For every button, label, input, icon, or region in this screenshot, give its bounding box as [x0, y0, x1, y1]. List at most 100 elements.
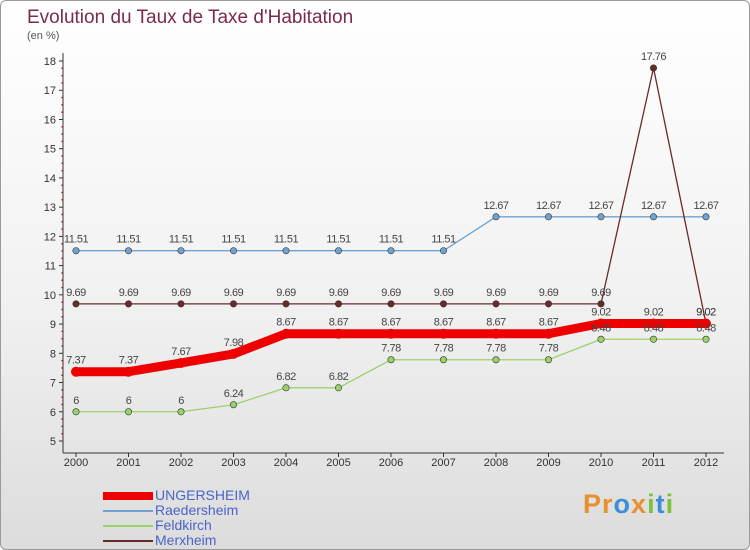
data-label: 8.67 [276, 317, 296, 329]
y-minor-tick [61, 308, 63, 311]
data-label: 8.67 [486, 317, 506, 329]
data-label: 12.67 [536, 200, 561, 212]
y-minor-tick [61, 418, 63, 420]
y-minor-tick [61, 432, 63, 435]
data-point [71, 366, 81, 377]
data-label: 7.37 [66, 355, 86, 367]
y-tick-label: 8 [50, 348, 56, 360]
data-point [597, 335, 605, 343]
data-label: 12.67 [641, 200, 666, 212]
data-point [543, 328, 554, 339]
data-label: 8.48 [696, 322, 716, 334]
data-label: 9.02 [591, 306, 611, 318]
x-tick-label: 2003 [221, 457, 245, 469]
y-minor-tick [61, 111, 63, 113]
y-minor-tick [61, 396, 63, 398]
x-tick-label: 2009 [536, 457, 560, 469]
legend-item-raedersheim: Raedersheim [103, 503, 363, 518]
data-label: 9.02 [644, 306, 664, 318]
y-minor-tick [61, 133, 63, 135]
data-point [702, 335, 710, 343]
data-label: 7.78 [539, 343, 559, 355]
proxiti-logo: Proxiti [583, 489, 674, 520]
y-minor-tick [61, 425, 63, 428]
legend-item-feldkirch: Feldkirch [103, 518, 363, 533]
y-minor-tick [61, 345, 63, 347]
y-minor-tick [61, 82, 63, 84]
data-point [281, 328, 291, 339]
y-minor-tick [61, 403, 63, 406]
data-point [649, 335, 657, 343]
data-point [334, 247, 342, 255]
logo-letter: i [665, 489, 675, 519]
y-minor-tick [61, 279, 63, 282]
y-minor-tick [61, 242, 63, 245]
data-point [228, 348, 239, 359]
y-tick-label: 7 [50, 378, 56, 390]
data-label: 9.02 [696, 306, 716, 318]
data-point [439, 247, 447, 255]
x-tick-label: 2002 [169, 457, 193, 469]
logo-letter: r [602, 489, 614, 519]
data-label: 6.82 [276, 371, 296, 383]
data-label: 17.76 [641, 51, 666, 63]
data-label: 9.69 [329, 287, 349, 299]
y-minor-tick [61, 140, 63, 143]
data-point [125, 300, 133, 308]
data-point [387, 300, 395, 308]
axes: 5 6 7 8 9 10 11 12 13 14 15 16 17 18 2000 2001 2002 2003 2… [44, 53, 724, 469]
data-point [492, 356, 500, 364]
y-minor-tick [61, 191, 63, 194]
y-minor-tick [61, 162, 63, 165]
data-label: 12.67 [483, 200, 508, 212]
data-label: 7.78 [486, 343, 506, 355]
data-point [282, 300, 290, 308]
y-minor-tick [61, 337, 63, 340]
x-tick-label: 2004 [274, 457, 298, 469]
x-tick-label: 2001 [116, 457, 140, 469]
y-tick-label: 16 [44, 114, 56, 126]
data-point [702, 213, 710, 221]
data-point [333, 328, 344, 339]
data-point [596, 318, 606, 329]
y-minor-tick [61, 213, 63, 216]
data-label: 9.69 [276, 287, 296, 299]
data-label: 7.98 [224, 337, 244, 349]
data-label: 6 [126, 395, 132, 407]
data-label: 8.48 [591, 322, 611, 334]
y-minor-tick [61, 315, 63, 318]
y-minor-tick [61, 367, 63, 369]
y-tick-label: 6 [50, 407, 56, 419]
data-label: 12.67 [693, 200, 718, 212]
y-tick-label: 17 [44, 85, 56, 97]
legend-label: Raedersheim [155, 502, 239, 518]
y-minor-tick [61, 257, 63, 260]
data-point [230, 300, 238, 308]
data-label: 6.24 [224, 388, 244, 400]
data-point [597, 213, 605, 221]
legend-label: Feldkirch [155, 517, 212, 533]
data-point [282, 247, 290, 255]
y-minor-tick [61, 374, 63, 377]
y-minor-tick [61, 272, 63, 274]
data-point [176, 357, 186, 368]
logo-letter: P [583, 489, 603, 519]
data-point [597, 300, 605, 308]
legend-swatch [103, 539, 153, 542]
data-point [72, 408, 80, 416]
data-label: 8.67 [381, 317, 401, 329]
series-line-merxheim [76, 67, 707, 324]
data-point [439, 300, 447, 308]
x-tick-label: 2000 [64, 457, 88, 469]
x-tick-label: 2005 [326, 457, 350, 469]
y-minor-tick [61, 199, 63, 201]
data-label: 11.51 [274, 234, 299, 246]
data-point [125, 408, 133, 416]
y-tick-label: 5 [50, 436, 56, 448]
data-label: 6 [178, 395, 184, 407]
y-tick-label: 9 [50, 319, 56, 331]
y-minor-tick [61, 301, 63, 303]
y-tick-label: 10 [44, 290, 56, 302]
data-label: 12.67 [588, 200, 613, 212]
